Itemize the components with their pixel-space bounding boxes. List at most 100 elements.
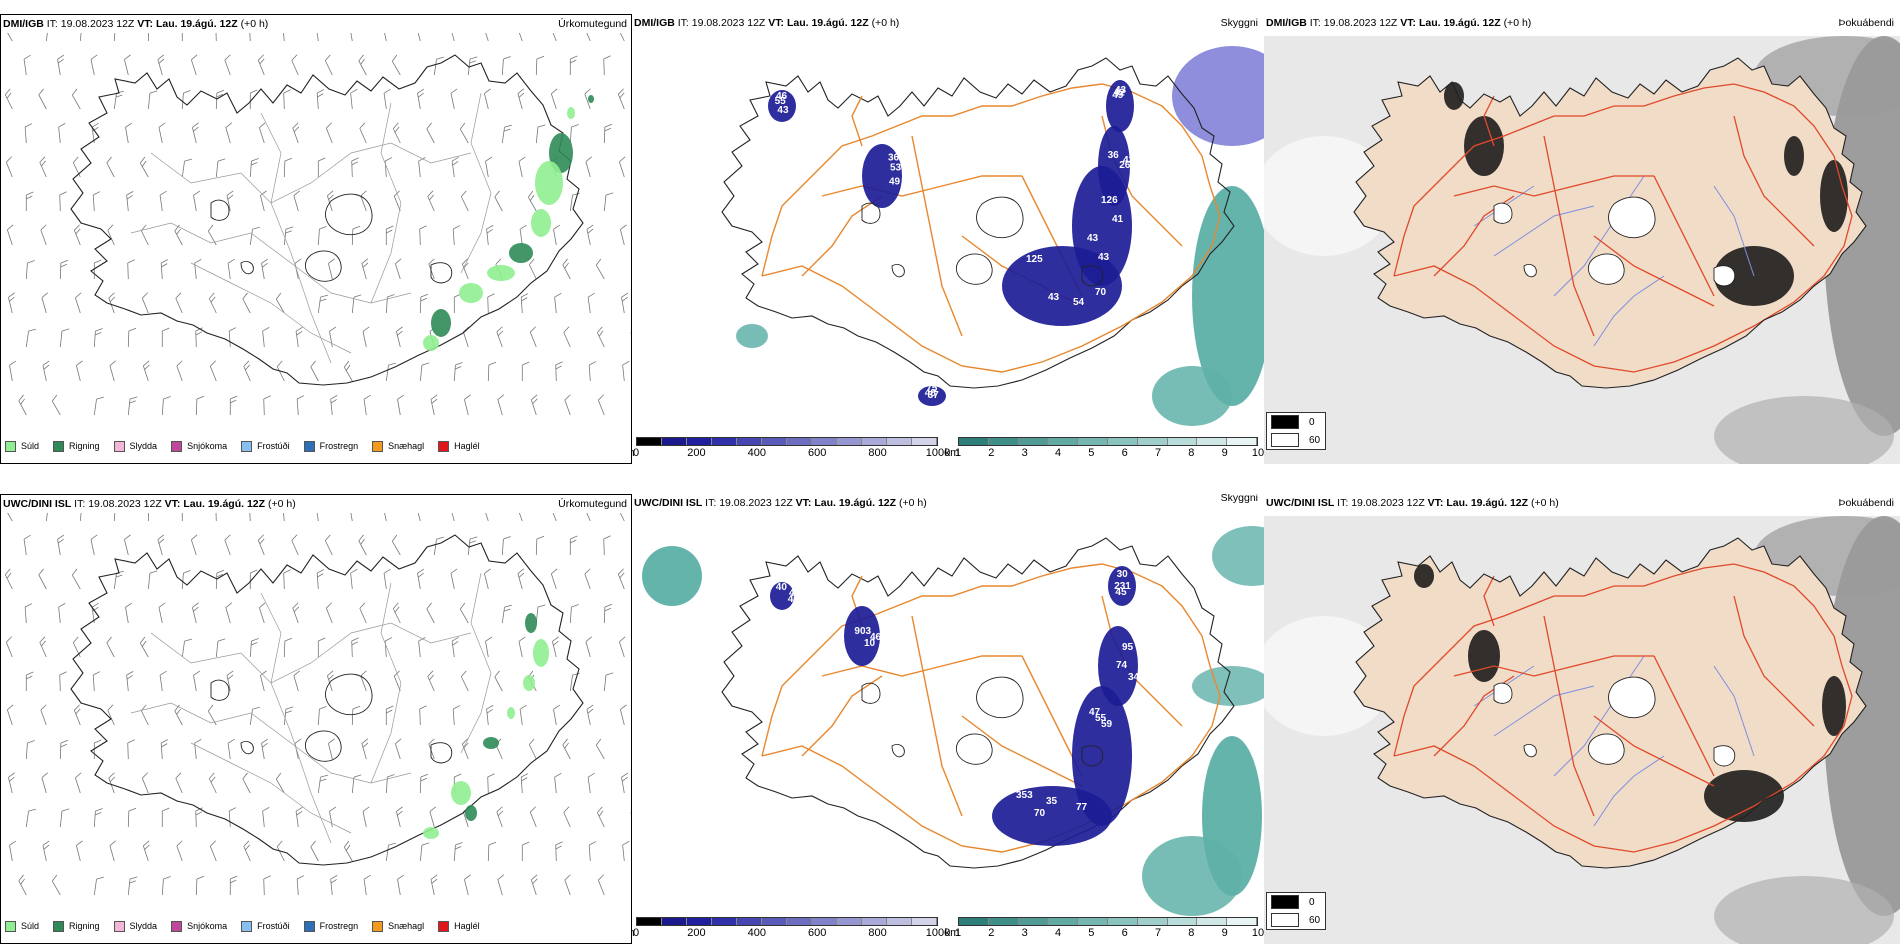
wind-barb	[159, 670, 167, 692]
legend-item: Frostúði	[241, 920, 290, 932]
cloudbase-area	[918, 386, 946, 406]
wind-barb	[126, 191, 134, 212]
glacier-outline	[211, 200, 229, 220]
wind-barb	[385, 362, 396, 382]
road-line	[912, 616, 962, 816]
map-header: DMI/IGB IT: 19.08.2023 12Z VT: Lau. 19.á…	[3, 18, 269, 30]
wind-barb	[282, 513, 285, 522]
wind-barb	[157, 534, 165, 556]
glacier-outline	[956, 734, 992, 764]
wind-barb	[554, 293, 562, 314]
river-line	[1594, 756, 1664, 826]
precip-area	[535, 161, 563, 205]
cloudbase-label: 95	[1122, 642, 1134, 653]
colorbar-unit: km	[944, 447, 960, 459]
wind-barb	[195, 327, 203, 348]
wind-barb	[226, 190, 234, 212]
fog-index-key: 0 60	[1266, 412, 1326, 450]
model-name: UWC/DINI ISL	[3, 498, 72, 510]
wind-barb	[351, 294, 362, 314]
colorbar-tick: 9	[1221, 447, 1228, 459]
wind-barb	[530, 874, 538, 896]
wind-barb	[25, 671, 34, 691]
iceland-coastline	[722, 58, 1234, 388]
cloudbase-label: 43	[1123, 155, 1135, 166]
river-line	[1714, 186, 1754, 276]
wind-barb	[208, 292, 217, 314]
road-line	[962, 716, 1082, 786]
wind-barb	[569, 535, 578, 555]
wind-barb	[107, 224, 115, 246]
wind-barb	[453, 362, 463, 382]
wind-barb	[517, 88, 525, 110]
legend-swatch	[303, 440, 315, 452]
colorbar-tick: 10	[1251, 927, 1264, 939]
wind-barb	[160, 739, 169, 760]
glacier-outline	[241, 741, 253, 753]
cloudbase-visibility-map: 353 59 74 231 903 40 35 55 95 45 46 42 77 47 34 30 10 40 7…	[642, 526, 1264, 916]
wind-barb	[275, 772, 285, 794]
fog-area	[1784, 136, 1804, 176]
legend-item: Haglél	[438, 440, 480, 452]
wind-barb	[588, 841, 597, 862]
wind-barb	[462, 326, 470, 348]
wind-barb	[113, 33, 116, 42]
visibility-colorbar: km 1 2 3 4 5 6 7 8 9 10	[945, 437, 1264, 460]
wind-barb	[175, 772, 183, 794]
wind-barb	[174, 704, 183, 726]
wind-barb	[40, 224, 47, 246]
legend-item: Frostúði	[241, 440, 290, 452]
wind-barb	[617, 88, 625, 110]
wind-barb	[324, 54, 333, 76]
iceland-coastline	[1354, 538, 1866, 868]
wind-barb	[158, 122, 166, 144]
legend-swatch	[53, 920, 65, 932]
wind-barb	[569, 192, 580, 212]
legend-label: Snjókoma	[187, 441, 228, 451]
wind-barb	[257, 54, 265, 76]
wind-barb	[92, 671, 101, 692]
wind-barb	[595, 258, 605, 280]
wind-barb	[621, 772, 629, 794]
wind-barb	[359, 122, 367, 144]
cloudbase-map-panel-row2: UWC/DINI ISL IT: 19.08.2023 12Z VT: Lau.…	[632, 494, 1264, 944]
wind-barb	[293, 190, 301, 212]
wind-barb	[181, 570, 191, 590]
wind-barb	[391, 54, 401, 76]
colorbar-tick: 5	[1088, 447, 1095, 459]
colorbar-tick: 4	[1054, 927, 1062, 939]
road-line	[1594, 236, 1714, 306]
wind-barb	[24, 123, 33, 144]
wind-barb	[585, 636, 593, 658]
wind-barb	[161, 327, 170, 347]
wind-barb	[57, 54, 65, 76]
wind-barb	[227, 258, 235, 280]
wind-barb	[209, 840, 217, 862]
wind-barb	[93, 259, 102, 279]
wind-barb	[249, 158, 259, 178]
cloudbase-area	[844, 606, 880, 666]
cloudbase-label: 53	[890, 162, 902, 173]
wind-barb	[310, 840, 319, 862]
wind-barb	[79, 33, 83, 42]
wind-barb	[291, 54, 299, 76]
wind-barb	[521, 841, 530, 861]
legend-item: Súld	[5, 920, 39, 932]
legend-item: Rigning	[53, 440, 100, 452]
wind-barb	[207, 704, 217, 726]
cloudbase-label: 47	[1089, 707, 1101, 718]
wind-barb	[6, 704, 14, 726]
wind-barb	[616, 513, 625, 522]
visibility-area	[1192, 666, 1264, 706]
wind-barb	[8, 772, 15, 794]
cloudbase-label: 43	[1115, 85, 1127, 96]
glacier-outline	[1082, 746, 1103, 766]
legend-item: Snæhagl	[372, 920, 424, 932]
wind-barb	[358, 534, 367, 556]
wind-barb	[397, 394, 405, 416]
wind-barb	[258, 602, 266, 624]
legend-item: Frostregn	[303, 920, 358, 932]
map-header: UWC/DINI ISL IT: 19.08.2023 12Z VT: Lau.…	[3, 498, 296, 510]
wind-barb	[227, 738, 235, 760]
precip-area	[525, 613, 537, 633]
